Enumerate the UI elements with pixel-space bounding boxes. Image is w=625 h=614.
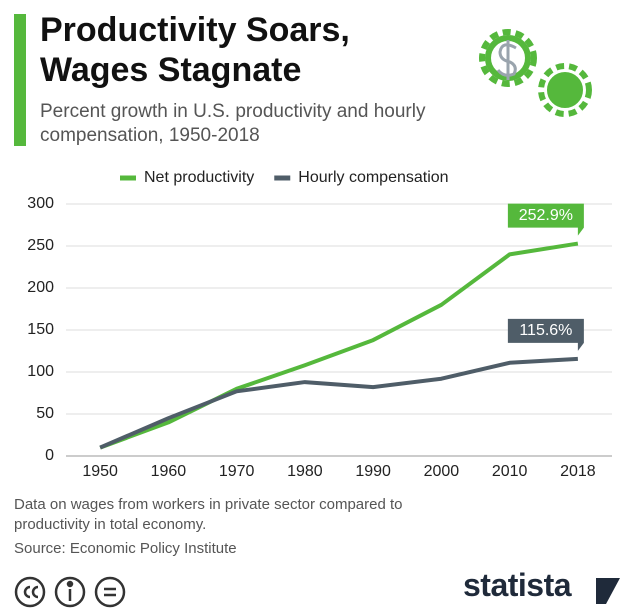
chart-subtitle: Percent growth in U.S. productivity and …: [40, 101, 426, 146]
y-tick-label: 200: [27, 279, 54, 296]
y-tick-label: 0: [45, 447, 54, 464]
x-tick-label: 1970: [219, 463, 255, 480]
note: Data on wages from workers in private se…: [14, 496, 403, 533]
y-tick-label: 250: [27, 237, 54, 254]
x-tick-label: 2010: [492, 463, 528, 480]
legend-label: Net productivity: [144, 169, 254, 186]
series-line: [99, 241, 579, 450]
brand-logo: [596, 578, 620, 604]
chart-title: Productivity Soars, Wages Stagnate: [40, 11, 350, 89]
y-tick-label: 50: [36, 405, 54, 422]
value-label: 252.9%: [519, 207, 573, 224]
y-tick-label: 150: [27, 321, 54, 338]
legend-label: Hourly compensation: [298, 169, 448, 186]
source: Source: Economic Policy Institute: [14, 540, 237, 557]
x-tick-label: 1980: [287, 463, 323, 480]
gear-icon: [479, 29, 592, 117]
y-tick-label: 300: [27, 195, 54, 212]
value-label-box: [507, 203, 584, 236]
value-label: 115.6%: [519, 322, 572, 339]
license-icons: [14, 576, 126, 608]
series-line: [99, 356, 578, 450]
x-tick-label: 1950: [82, 463, 118, 480]
brand: statista: [463, 567, 572, 603]
x-tick-label: 1960: [151, 463, 187, 480]
y-tick-label: 100: [27, 363, 54, 380]
accent-bar: [14, 14, 26, 146]
value-label-box: [507, 318, 584, 351]
x-tick-label: 1990: [355, 463, 391, 480]
x-tick-label: 2018: [560, 463, 596, 480]
x-tick-label: 2000: [424, 463, 460, 480]
